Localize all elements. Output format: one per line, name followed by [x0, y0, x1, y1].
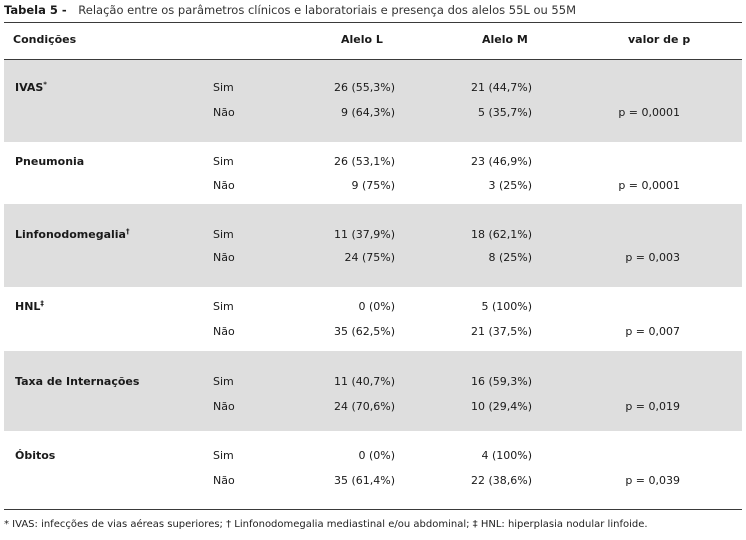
condition-text: Taxa de Internações: [15, 375, 140, 388]
alelo-l-nao: 24 (70,6%): [333, 400, 395, 413]
alelo-l-nao: 9 (75%): [351, 179, 395, 192]
answer-sim: Sim: [213, 375, 234, 388]
condition-label: IVAS*: [15, 81, 47, 94]
top-rule: [4, 22, 742, 23]
answer-nao: Não: [213, 400, 235, 413]
p-value: p = 0,039: [625, 474, 680, 487]
table-row: Linfonodomegalia† Sim 11 (37,9%) 18 (62,…: [4, 204, 742, 287]
alelo-m-nao: 3 (25%): [488, 179, 532, 192]
alelo-l-sim: 26 (55,3%): [333, 81, 395, 94]
alelo-l-sim: 0 (0%): [358, 449, 395, 462]
alelo-m-sim: 21 (44,7%): [470, 81, 532, 94]
table-row: Óbitos Sim 0 (0%) 4 (100%) Não 35 (61,4%…: [4, 431, 742, 509]
table-row: HNL‡ Sim 0 (0%) 5 (100%) Não 35 (62,5%) …: [4, 287, 742, 351]
table-footnote: * IVAS: infecções de vias aéreas superio…: [4, 519, 648, 530]
condition-label: Linfonodomegalia†: [15, 228, 129, 241]
answer-nao: Não: [213, 106, 235, 119]
p-value: p = 0,007: [625, 325, 680, 338]
condition-text: IVAS: [15, 81, 44, 94]
alelo-l-sim: 11 (37,9%): [333, 228, 395, 241]
alelo-l-nao: 24 (75%): [344, 251, 395, 264]
header-rule: [4, 59, 742, 60]
alelo-m-nao: 22 (38,6%): [470, 474, 532, 487]
condition-label: HNL‡: [15, 300, 44, 313]
alelo-l-sim: 0 (0%): [358, 300, 395, 313]
alelo-m-nao: 5 (35,7%): [477, 106, 532, 119]
alelo-l-nao: 35 (62,5%): [333, 325, 395, 338]
footnote-mark: *: [43, 80, 47, 89]
table-row: Taxa de Internações Sim 11 (40,7%) 16 (5…: [4, 351, 742, 431]
alelo-m-nao: 10 (29,4%): [470, 400, 532, 413]
alelo-l-sim: 26 (53,1%): [333, 155, 395, 168]
answer-nao: Não: [213, 474, 235, 487]
p-value: p = 0,0001: [618, 106, 680, 119]
condition-label: Pneumonia: [15, 155, 84, 168]
table-row: Pneumonia Sim 26 (53,1%) 23 (46,9%) Não …: [4, 142, 742, 204]
condition-text: HNL: [15, 300, 41, 313]
bottom-rule: [4, 509, 742, 510]
answer-sim: Sim: [213, 300, 234, 313]
answer-sim: Sim: [213, 81, 234, 94]
alelo-m-nao: 21 (37,5%): [470, 325, 532, 338]
alelo-m-nao: 8 (25%): [488, 251, 532, 264]
alelo-m-sim: 18 (62,1%): [470, 228, 532, 241]
table-header: Condições Alelo L Alelo M valor de p: [4, 23, 742, 59]
alelo-m-sim: 5 (100%): [481, 300, 532, 313]
footnote-mark: †: [125, 227, 130, 236]
alelo-l-nao: 35 (61,4%): [333, 474, 395, 487]
caption-label: Tabela 5 -: [4, 3, 67, 17]
condition-text: Linfonodomegalia: [15, 228, 126, 241]
alelo-m-sim: 4 (100%): [481, 449, 532, 462]
table-caption: Tabela 5 - Relação entre os parâmetros c…: [4, 2, 576, 18]
condition-text: Pneumonia: [15, 155, 85, 168]
table-row: IVAS* Sim 26 (55,3%) 21 (44,7%) Não 9 (6…: [4, 60, 742, 142]
p-value: p = 0,019: [625, 400, 680, 413]
p-value: p = 0,0001: [618, 179, 680, 192]
condition-text: Óbitos: [15, 449, 56, 462]
header-valor-p: valor de p: [628, 33, 691, 46]
footnote-mark: ‡: [40, 299, 44, 308]
answer-sim: Sim: [213, 228, 234, 241]
alelo-l-sim: 11 (40,7%): [333, 375, 395, 388]
alelo-m-sim: 16 (59,3%): [470, 375, 532, 388]
answer-sim: Sim: [213, 449, 234, 462]
answer-nao: Não: [213, 251, 235, 264]
condition-label: Taxa de Internações: [15, 375, 139, 388]
condition-label: Óbitos: [15, 449, 55, 462]
p-value: p = 0,003: [625, 251, 680, 264]
answer-nao: Não: [213, 179, 235, 192]
alelo-m-sim: 23 (46,9%): [470, 155, 532, 168]
header-condicoes: Condições: [13, 33, 77, 46]
header-alelo-l: Alelo L: [341, 33, 383, 46]
answer-nao: Não: [213, 325, 235, 338]
answer-sim: Sim: [213, 155, 234, 168]
alelo-l-nao: 9 (64,3%): [340, 106, 395, 119]
caption-text: Relação entre os parâmetros clínicos e l…: [78, 3, 576, 17]
header-alelo-m: Alelo M: [482, 33, 528, 46]
